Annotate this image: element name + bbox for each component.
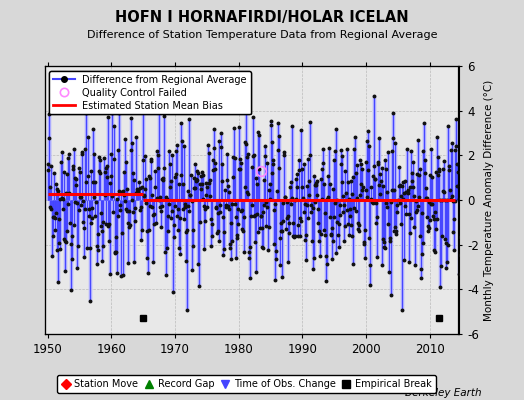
- Y-axis label: Monthly Temperature Anomaly Difference (°C): Monthly Temperature Anomaly Difference (…: [484, 79, 494, 321]
- Legend: Station Move, Record Gap, Time of Obs. Change, Empirical Break: Station Move, Record Gap, Time of Obs. C…: [57, 375, 436, 393]
- Text: Difference of Station Temperature Data from Regional Average: Difference of Station Temperature Data f…: [87, 30, 437, 40]
- Text: Berkeley Earth: Berkeley Earth: [406, 388, 482, 398]
- Text: HOFN I HORNAFIRDI/HOLAR ICELAN: HOFN I HORNAFIRDI/HOLAR ICELAN: [115, 10, 409, 25]
- Legend: Difference from Regional Average, Quality Control Failed, Estimated Station Mean: Difference from Regional Average, Qualit…: [49, 71, 251, 114]
